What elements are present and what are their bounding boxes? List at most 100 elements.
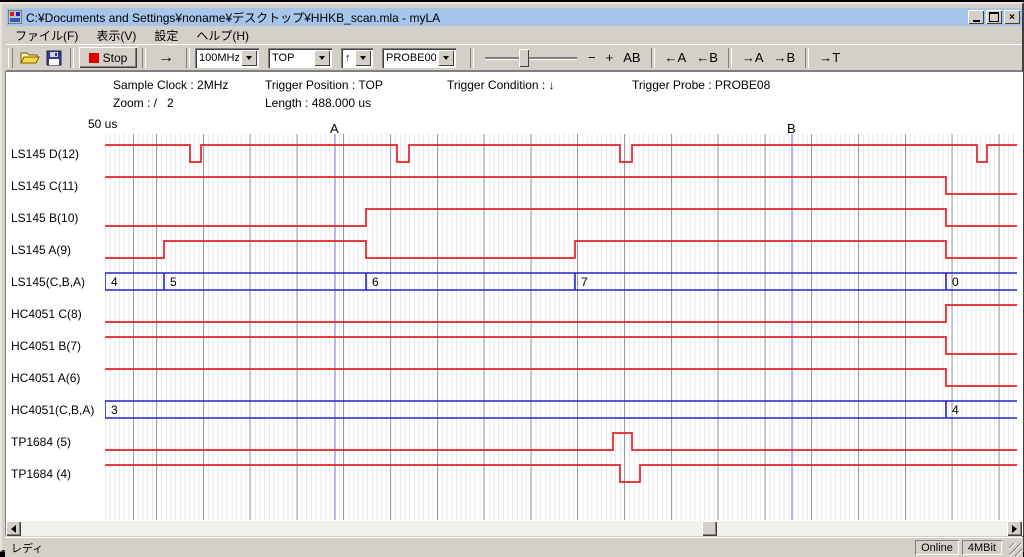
channel-label-8: HC4051(C,B,A) [11, 403, 95, 417]
bus-trace-4: 4 5 6 7 0 [105, 272, 1017, 291]
menu-item-2[interactable]: 設定 [154, 29, 179, 43]
resize-grip[interactable] [1009, 543, 1022, 556]
trigger-condition-info: Trigger Condition : ↓ [447, 78, 555, 92]
trigger-edge-combo[interactable]: ↑ [341, 47, 373, 68]
marker-B-line[interactable] [791, 134, 793, 520]
signal-trace-9 [105, 432, 1017, 451]
marker-B-label: B [787, 121, 796, 136]
chevron-down-icon[interactable] [241, 49, 257, 66]
title-bar[interactable]: C:¥Documents and Settings¥noname¥デスクトップ¥… [6, 8, 1022, 26]
sample-clock-value: 100MHz [199, 51, 239, 64]
trigger-probe-value: PROBE00 [386, 51, 436, 64]
marker-A-label: A [330, 121, 339, 136]
status-bar: レディ Online 4MBit [5, 537, 1023, 557]
channel-label-7: HC4051 A(6) [11, 371, 81, 385]
scroll-right-button[interactable] [1007, 521, 1022, 536]
sample-clock-info: Sample Clock : 2MHz [113, 78, 229, 92]
waveform-canvas[interactable]: 4 5 6 7 03 4 [105, 134, 1017, 520]
signal-trace-2 [105, 208, 1017, 227]
goto-a-right-button[interactable]: →A [741, 50, 764, 65]
chevron-down-icon[interactable] [355, 49, 371, 66]
trigger-probe-combo[interactable]: PROBE00 [382, 47, 456, 68]
run-button[interactable]: → [151, 47, 181, 69]
toolbar-grip[interactable] [8, 47, 13, 68]
time-scale-label: 50 us [88, 117, 118, 131]
close-icon: × [1009, 11, 1015, 23]
channel-label-10: TP1684 (4) [11, 467, 72, 481]
signal-trace-10 [105, 464, 1017, 483]
goto-a-left-button[interactable]: ←A [664, 50, 687, 65]
svg-text:0: 0 [952, 275, 959, 289]
toolbar-separator [727, 47, 732, 68]
stop-label: Stop [102, 50, 128, 65]
signal-trace-1 [105, 176, 1017, 195]
goto-b-right-button[interactable]: →B [773, 50, 796, 65]
goto-trigger-button[interactable]: →T [819, 50, 841, 65]
maximize-icon [989, 12, 999, 22]
horizontal-scrollbar[interactable] [6, 521, 1022, 536]
zoom-ab-button[interactable]: AB [623, 50, 641, 65]
channel-label-2: LS145 B(10) [11, 211, 79, 225]
zoom-slider-track[interactable] [485, 56, 577, 60]
toolbar-separator [186, 47, 190, 68]
zoom-slider[interactable] [485, 48, 577, 68]
scroll-left-button[interactable] [6, 521, 21, 536]
toolbar-separator [70, 47, 74, 68]
trigger-position-combo[interactable]: TOP [268, 47, 332, 68]
toolbar-separator [142, 47, 146, 68]
save-floppy-icon [46, 50, 62, 65]
zoom-info: Zoom : / 2 [113, 96, 174, 110]
close-button[interactable]: × [1004, 10, 1020, 24]
window-title: C:¥Documents and Settings¥noname¥デスクトップ¥… [26, 10, 441, 25]
trigger-edge-value: ↑ [345, 51, 351, 64]
minimize-button[interactable] [968, 10, 984, 24]
toolbar-separator [805, 47, 810, 68]
scrollbar-thumb[interactable] [702, 521, 717, 536]
marker-A-line[interactable] [334, 134, 336, 520]
sample-clock-combo[interactable]: 100MHz [195, 47, 259, 68]
menu-item-1[interactable]: 表示(V) [96, 29, 137, 43]
channel-label-6: HC4051 B(7) [11, 339, 82, 353]
menu-item-3[interactable]: ヘルプ(H) [196, 29, 250, 43]
toolbar: Stop → 100MHz TOP ↑ PROBE00 [6, 45, 1022, 71]
svg-text:3: 3 [111, 403, 118, 417]
goto-b-left-button[interactable]: ←B [696, 50, 718, 65]
signal-trace-5 [105, 304, 1017, 323]
signal-trace-7 [105, 368, 1017, 387]
menu-item-0[interactable]: ファイル(F) [15, 29, 79, 43]
status-online-badge: Online [915, 540, 959, 555]
save-button[interactable] [43, 47, 65, 69]
toolbar-separator [470, 47, 474, 68]
status-memory-badge: 4MBit [962, 540, 1002, 555]
stop-button[interactable]: Stop [79, 47, 137, 68]
trigger-position-info: Trigger Position : TOP [265, 78, 383, 92]
channel-label-9: TP1684 (5) [11, 435, 72, 449]
channel-label-0: LS145 D(12) [11, 147, 80, 161]
zoom-in-button[interactable]: + [605, 50, 614, 65]
svg-text:5: 5 [170, 275, 177, 289]
channel-label-5: HC4051 C(8) [11, 307, 82, 321]
app-icon [8, 10, 22, 24]
length-info: Length : 488.000 us [265, 96, 372, 110]
open-file-button[interactable] [17, 47, 43, 69]
maximize-button[interactable] [986, 10, 1002, 24]
chevron-down-icon[interactable] [438, 49, 454, 66]
chevron-down-icon[interactable] [314, 49, 330, 66]
minimize-icon [972, 19, 980, 22]
svg-text:7: 7 [581, 275, 588, 289]
channel-label-4: LS145(C,B,A) [11, 275, 86, 289]
status-ready-text: レディ [11, 542, 44, 555]
channel-label-1: LS145 C(11) [11, 179, 79, 193]
svg-text:6: 6 [372, 275, 379, 289]
zoom-out-button[interactable]: − [588, 50, 596, 65]
channel-label-3: LS145 A(9) [11, 243, 72, 257]
menu-bar: ファイル(F) 表示(V) 設定 ヘルプ(H) [6, 27, 1022, 45]
zoom-slider-thumb[interactable] [519, 48, 529, 67]
signal-trace-3 [105, 240, 1017, 259]
trigger-position-value: TOP [272, 51, 295, 64]
signal-trace-0 [105, 144, 1017, 163]
